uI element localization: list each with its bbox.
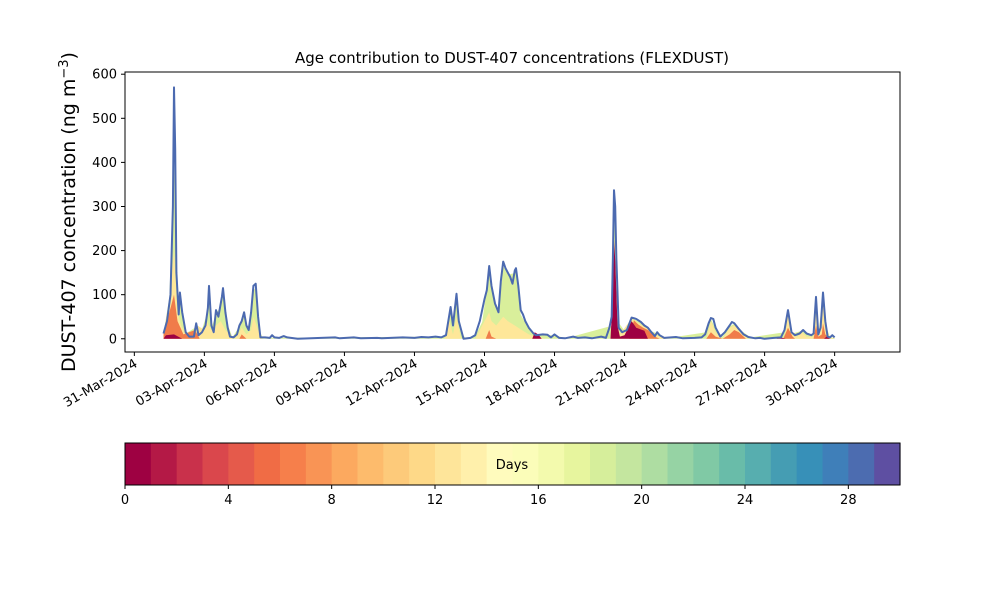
y-axis-label: DUST-407 concentration (ng m−3) — [57, 52, 81, 372]
x-tick-label: 30-Apr-2024 — [764, 356, 841, 409]
x-tick-label: 06-Apr-2024 — [203, 356, 280, 409]
colorbar-segment — [641, 443, 669, 485]
colorbar-segment — [590, 443, 617, 485]
colorbar-segment — [409, 443, 436, 485]
colorbar-segment — [383, 443, 410, 485]
y-axis-label-main: DUST-407 concentration (ng m — [58, 79, 80, 372]
colorbar-tick-label: 24 — [737, 493, 754, 508]
colorbar-segment — [486, 443, 514, 485]
x-axis-ticks: 31-Mar-202403-Apr-202406-Apr-202409-Apr-… — [61, 352, 841, 411]
y-tick-label: 0 — [109, 332, 117, 347]
colorbar-segment — [512, 443, 539, 485]
y-axis-ticks: 0 100 200 300 400 500 600 — [92, 68, 125, 347]
colorbar-segment — [667, 443, 694, 485]
y-tick-label: 600 — [92, 68, 117, 83]
colorbar-segment — [331, 443, 359, 485]
y-axis-label-close: ) — [58, 52, 80, 59]
colorbar-segment — [538, 443, 565, 485]
colorbar-segment — [460, 443, 488, 485]
colorbar-tick-label: 12 — [427, 493, 444, 508]
y-tick-label: 200 — [92, 244, 117, 259]
colorbar-segment — [770, 443, 798, 485]
colorbar-segment — [228, 443, 255, 485]
colorbar-segment — [564, 443, 591, 485]
colorbar-tick-label: 16 — [530, 493, 547, 508]
colorbar-segment — [202, 443, 229, 485]
colorbar-tick-label: 8 — [328, 493, 336, 508]
colorbar-segment — [280, 443, 307, 485]
colorbar-segment — [874, 443, 901, 485]
x-tick-label: 15-Apr-2024 — [413, 356, 490, 409]
colorbar-tick-label: 4 — [224, 493, 232, 508]
colorbar-segment — [848, 443, 875, 485]
x-tick-label: 21-Apr-2024 — [553, 356, 630, 409]
colorbar-segment — [822, 443, 849, 485]
colorbar-tick-label: 0 — [121, 493, 129, 508]
y-tick-label: 300 — [92, 200, 117, 215]
y-axis-label-exponent: −3 — [57, 59, 72, 78]
colorbar: 0 4 8 12 16 20 24 28 — [121, 442, 901, 508]
chart-title: Age contribution to DUST-407 concentrati… — [295, 49, 729, 67]
x-tick-label: 09-Apr-2024 — [273, 356, 350, 409]
colorbar-tick-label: 20 — [633, 493, 650, 508]
colorbar-label: Days — [496, 458, 529, 473]
y-tick-label: 500 — [92, 112, 117, 127]
colorbar-segment — [254, 443, 281, 485]
x-tick-label: 24-Apr-2024 — [623, 356, 700, 409]
colorbar-segment — [693, 443, 720, 485]
colorbar-tick-label: 28 — [840, 493, 857, 508]
y-tick-label: 100 — [92, 288, 117, 303]
colorbar-frame — [124, 442, 901, 486]
plot-frame — [124, 71, 901, 353]
colorbar-segment — [796, 443, 824, 485]
colorbar-segment — [357, 443, 384, 485]
colorbar-segment — [745, 443, 772, 485]
colorbar-segment — [305, 443, 333, 485]
colorbar-segment — [719, 443, 746, 485]
x-tick-label: 18-Apr-2024 — [483, 356, 560, 409]
colorbar-segment — [615, 443, 643, 485]
colorbar-segment — [150, 443, 178, 485]
x-tick-label: 03-Apr-2024 — [133, 356, 210, 409]
colorbar-segment — [176, 443, 204, 485]
x-tick-label: 27-Apr-2024 — [693, 356, 770, 409]
colorbar-segment — [435, 443, 462, 485]
y-tick-label: 400 — [92, 156, 117, 171]
total-line-group — [162, 86, 836, 340]
colorbar-segment — [125, 443, 152, 485]
x-tick-label: 12-Apr-2024 — [343, 356, 420, 409]
total-concentration-line — [162, 86, 836, 340]
